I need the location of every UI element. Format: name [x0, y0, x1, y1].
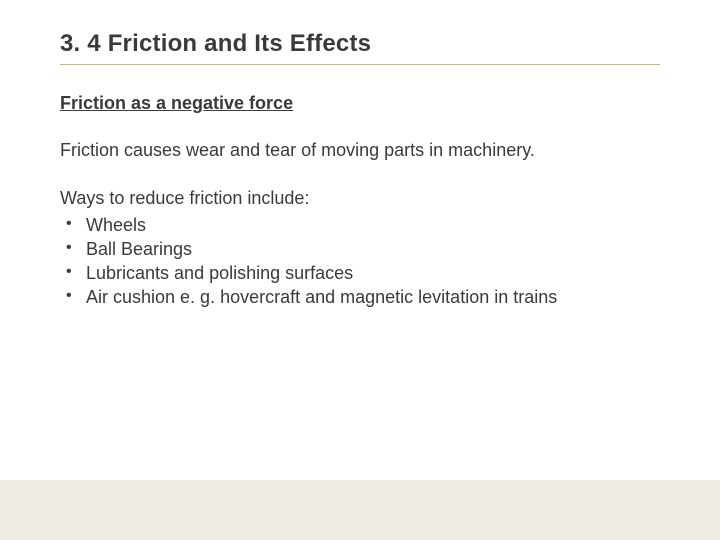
list-item: Wheels [64, 213, 660, 237]
list-item: Air cushion e. g. hovercraft and magneti… [64, 285, 660, 309]
bullet-list: Wheels Ball Bearings Lubricants and poli… [60, 213, 660, 310]
content-area: 3. 4 Friction and Its Effects Friction a… [0, 0, 720, 310]
body-paragraph: Friction causes wear and tear of moving … [60, 138, 660, 162]
slide-subtitle: Friction as a negative force [60, 93, 660, 114]
title-underline [60, 64, 660, 65]
footer-bar [0, 480, 720, 540]
slide: 3. 4 Friction and Its Effects Friction a… [0, 0, 720, 540]
list-intro: Ways to reduce friction include: [60, 186, 660, 210]
list-item: Lubricants and polishing surfaces [64, 261, 660, 285]
slide-title: 3. 4 Friction and Its Effects [60, 30, 660, 58]
list-item: Ball Bearings [64, 237, 660, 261]
